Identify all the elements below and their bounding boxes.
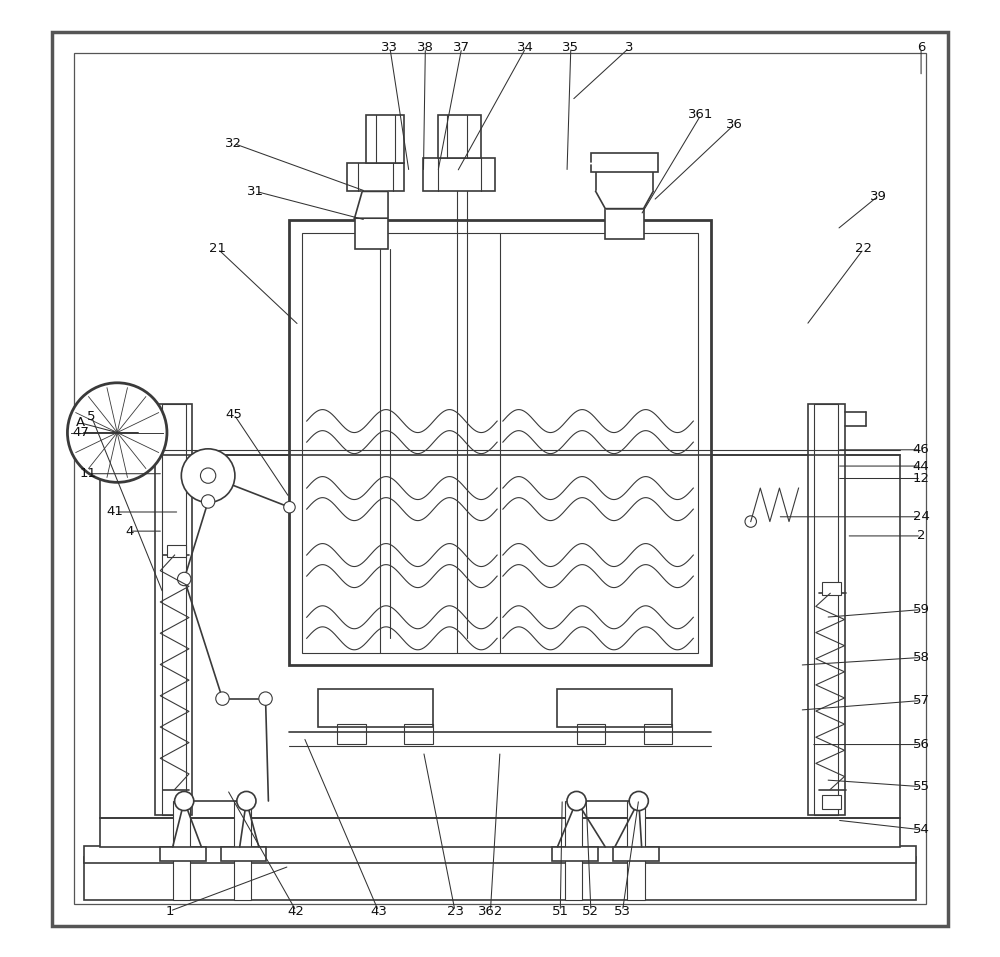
Text: 32: 32 (225, 137, 242, 150)
Text: 24: 24 (913, 510, 930, 523)
Bar (565, 801, 582, 852)
Text: 58: 58 (913, 651, 930, 664)
Text: 52: 52 (582, 904, 599, 918)
Text: 45: 45 (226, 408, 242, 421)
Circle shape (181, 449, 235, 502)
Bar (423, 158, 495, 191)
Circle shape (201, 495, 215, 508)
Text: 55: 55 (913, 780, 930, 793)
Text: 2: 2 (917, 529, 925, 543)
Text: 22: 22 (855, 242, 872, 256)
Circle shape (237, 791, 256, 811)
Text: 4: 4 (125, 524, 134, 538)
Bar (557, 689, 672, 727)
Bar (337, 724, 366, 744)
Text: 43: 43 (370, 904, 387, 918)
Circle shape (284, 501, 295, 513)
Bar (814, 404, 838, 815)
Bar (84, 857, 916, 900)
Text: 38: 38 (417, 41, 434, 55)
Text: 54: 54 (913, 823, 930, 836)
Text: 6: 6 (917, 41, 925, 55)
Text: 33: 33 (381, 41, 398, 55)
Text: 11: 11 (80, 467, 97, 480)
Circle shape (567, 791, 586, 811)
Bar (822, 582, 841, 595)
Text: 361: 361 (688, 108, 714, 122)
Bar (577, 724, 605, 744)
Bar (173, 801, 190, 852)
Text: 46: 46 (913, 443, 929, 456)
Bar (100, 455, 900, 818)
Bar (613, 847, 659, 861)
Text: 34: 34 (517, 41, 534, 55)
Text: 31: 31 (247, 185, 264, 198)
Bar (605, 209, 644, 239)
Bar (84, 846, 916, 863)
Circle shape (200, 468, 216, 483)
Bar (234, 852, 251, 900)
Text: 36: 36 (726, 118, 743, 131)
Circle shape (177, 572, 191, 586)
Text: 56: 56 (913, 738, 930, 751)
Bar (591, 153, 658, 172)
Text: 51: 51 (552, 904, 569, 918)
Text: 35: 35 (562, 41, 579, 55)
Bar (74, 53, 926, 904)
Text: 37: 37 (453, 41, 470, 55)
Text: 39: 39 (870, 189, 886, 203)
Circle shape (259, 692, 272, 705)
Text: 1: 1 (166, 904, 174, 918)
Bar (302, 233, 698, 653)
Bar (644, 724, 672, 744)
Bar (160, 847, 206, 861)
Text: 23: 23 (447, 904, 464, 918)
Text: 3: 3 (625, 41, 633, 55)
Circle shape (216, 692, 229, 705)
Circle shape (67, 383, 167, 482)
Bar (318, 689, 433, 727)
Polygon shape (596, 191, 653, 209)
Bar (355, 218, 388, 249)
Circle shape (745, 516, 756, 527)
Bar (627, 852, 645, 900)
Polygon shape (355, 191, 388, 218)
Bar (155, 404, 192, 815)
Text: 5: 5 (87, 410, 96, 423)
Text: 59: 59 (913, 603, 930, 616)
Text: 362: 362 (478, 904, 503, 918)
Bar (552, 847, 598, 861)
Text: A: A (76, 416, 85, 430)
Bar (565, 852, 582, 900)
Text: 53: 53 (614, 904, 631, 918)
Bar (162, 404, 186, 815)
Bar (173, 852, 190, 900)
Text: 21: 21 (209, 242, 226, 256)
Text: 12: 12 (913, 472, 930, 485)
Circle shape (629, 791, 648, 811)
Bar (234, 801, 251, 852)
Circle shape (175, 791, 194, 811)
Text: 42: 42 (288, 904, 305, 918)
Bar (808, 404, 845, 815)
Bar (289, 220, 711, 665)
Text: 44: 44 (913, 459, 929, 473)
Bar (404, 724, 433, 744)
Bar (347, 163, 404, 191)
Bar (100, 818, 900, 847)
Bar (627, 801, 645, 852)
Bar (221, 847, 266, 861)
Bar (366, 115, 404, 163)
Bar (822, 795, 841, 809)
Bar (167, 545, 186, 557)
Text: 47: 47 (72, 426, 89, 439)
Bar (438, 115, 481, 158)
Text: 57: 57 (913, 694, 930, 707)
Text: 41: 41 (107, 505, 124, 519)
